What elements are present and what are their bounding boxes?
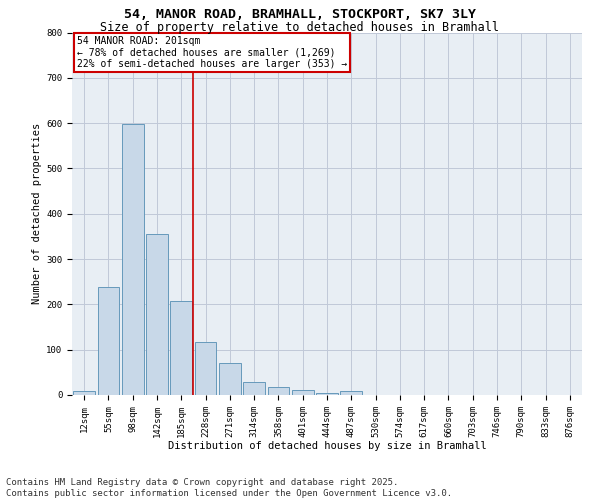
Bar — [243, 382, 265, 395]
Y-axis label: Number of detached properties: Number of detached properties — [32, 123, 42, 304]
Bar — [146, 234, 168, 395]
Bar — [194, 342, 217, 395]
Bar — [73, 392, 95, 395]
Text: Contains HM Land Registry data © Crown copyright and database right 2025.
Contai: Contains HM Land Registry data © Crown c… — [6, 478, 452, 498]
Bar — [170, 301, 192, 395]
Bar — [97, 287, 119, 395]
Text: 54, MANOR ROAD, BRAMHALL, STOCKPORT, SK7 3LY: 54, MANOR ROAD, BRAMHALL, STOCKPORT, SK7… — [124, 8, 476, 20]
Text: Size of property relative to detached houses in Bramhall: Size of property relative to detached ho… — [101, 21, 499, 34]
Bar — [122, 124, 143, 395]
Bar — [292, 390, 314, 395]
Bar — [268, 387, 289, 395]
Text: 54 MANOR ROAD: 201sqm
← 78% of detached houses are smaller (1,269)
22% of semi-d: 54 MANOR ROAD: 201sqm ← 78% of detached … — [77, 36, 347, 70]
Bar — [219, 364, 241, 395]
Bar — [316, 393, 338, 395]
Bar — [340, 392, 362, 395]
X-axis label: Distribution of detached houses by size in Bramhall: Distribution of detached houses by size … — [167, 441, 487, 451]
